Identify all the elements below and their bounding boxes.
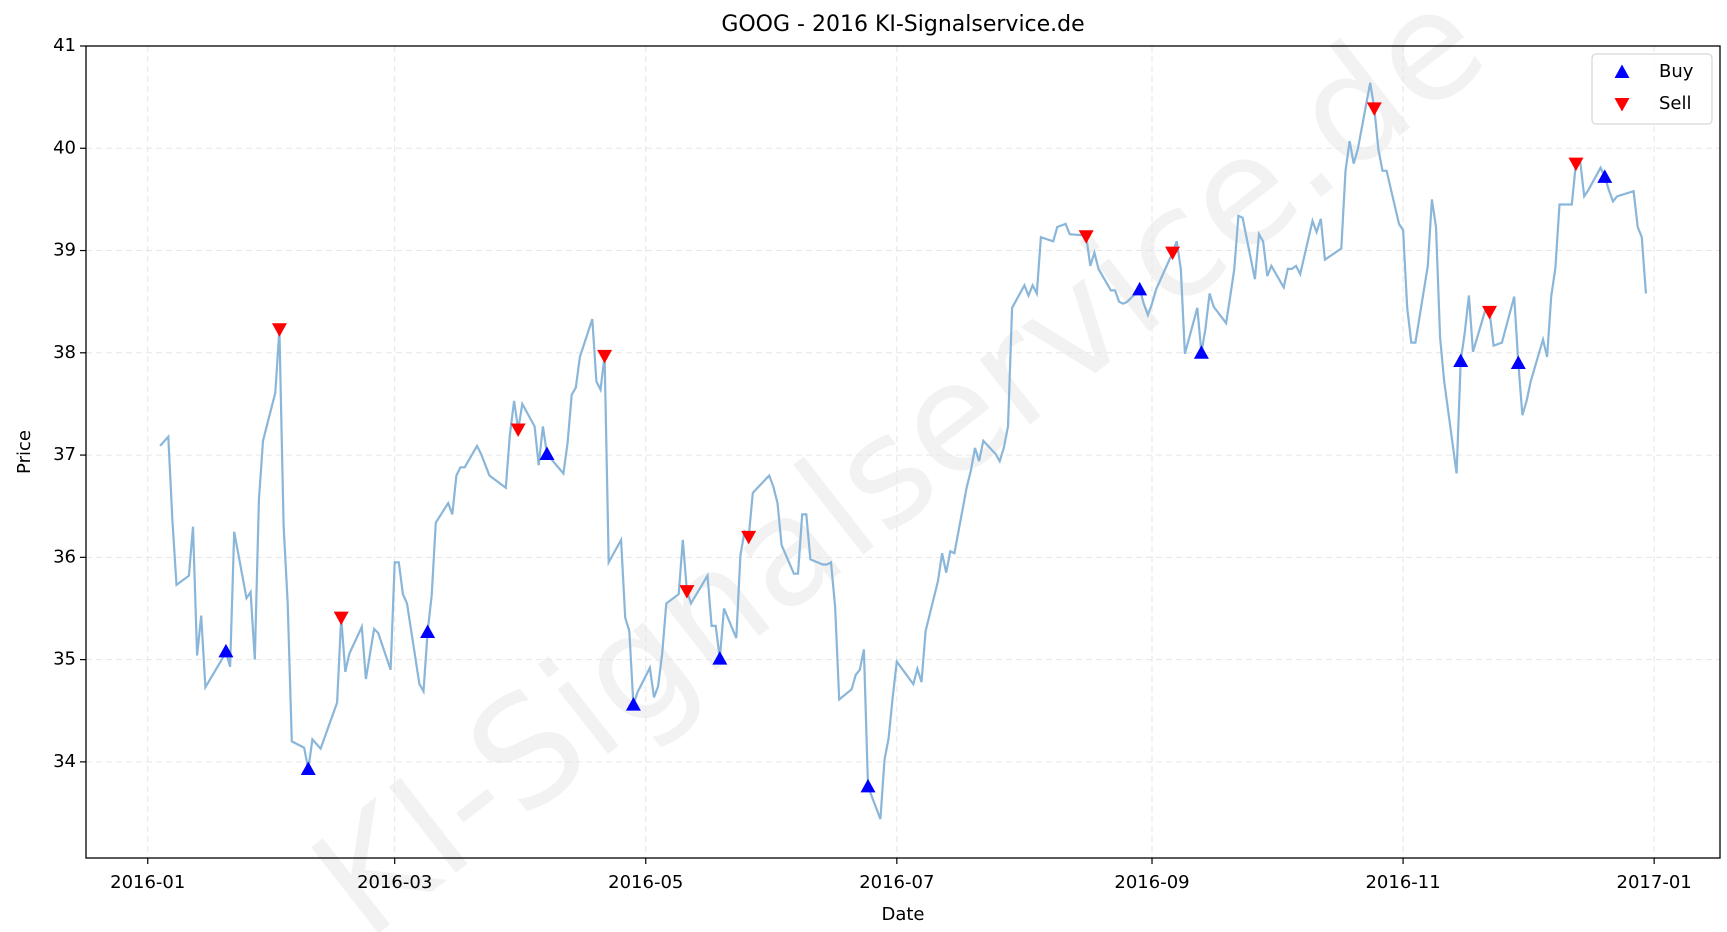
signal-marker: [218, 643, 234, 658]
x-tick-label: 2016-09: [1114, 872, 1189, 893]
legend-box: [1591, 53, 1713, 125]
price-line: [159, 82, 1647, 820]
watermark: KI-Signalservice.de: [282, 0, 1516, 932]
y-tick-label: 41: [53, 35, 76, 56]
signal-marker: [300, 761, 316, 776]
signal-marker: [1193, 345, 1209, 359]
x-axis-label: Date: [881, 904, 924, 925]
legend-marker: [1614, 64, 1630, 78]
signal-marker: [1568, 157, 1584, 172]
y-tick-label: 36: [53, 546, 76, 567]
signal-marker: [1078, 230, 1094, 244]
x-tick-label: 2016-07: [859, 872, 934, 893]
signal-marker: [1482, 305, 1498, 320]
signal-marker: [597, 349, 613, 364]
signal-marker: [333, 611, 349, 626]
signal-marker: [271, 323, 287, 337]
x-tick-label: 2016-01: [110, 872, 185, 893]
signal-marker: [625, 697, 641, 711]
plot-frame: [85, 45, 1721, 859]
signal-marker: [420, 624, 436, 638]
x-tick-label: 2016-05: [608, 872, 683, 893]
x-tick-label: 2016-11: [1365, 872, 1440, 893]
y-axis-label: Price: [14, 430, 35, 474]
y-tick-label: 37: [53, 444, 76, 465]
legend-label: Buy: [1659, 61, 1694, 82]
signal-marker: [539, 446, 555, 461]
x-tick-label: 2016-03: [357, 872, 432, 893]
signal-marker: [510, 423, 526, 438]
signal-marker: [1597, 169, 1613, 183]
y-tick-label: 38: [53, 342, 76, 363]
signal-marker: [860, 778, 876, 793]
signal-marker: [1510, 355, 1526, 370]
signal-marker: [712, 651, 728, 665]
signal-marker: [741, 530, 757, 545]
signal-marker: [1165, 246, 1181, 261]
y-tick-label: 40: [53, 137, 76, 158]
y-tick-label: 35: [53, 649, 76, 670]
legend-label: Sell: [1659, 93, 1692, 114]
x-tick-label: 2017-01: [1617, 872, 1692, 893]
signal-marker: [1453, 353, 1469, 367]
y-tick-label: 39: [53, 240, 76, 261]
y-tick-label: 34: [53, 751, 76, 772]
signal-marker: [679, 585, 695, 599]
legend-marker: [1614, 98, 1630, 112]
signal-marker: [1132, 281, 1148, 296]
signal-marker: [1366, 102, 1382, 116]
chart-title: GOOG - 2016 KI-Signalservice.de: [721, 12, 1084, 37]
